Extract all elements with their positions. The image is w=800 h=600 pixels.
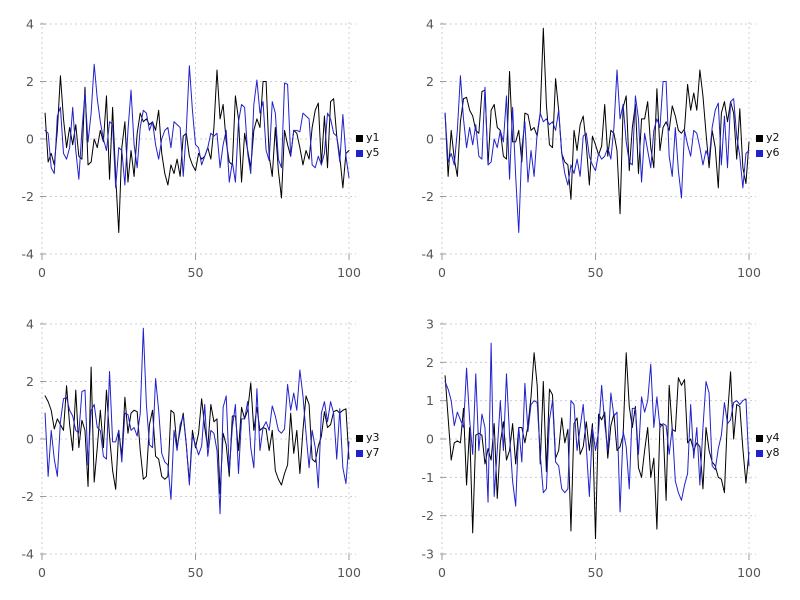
y-axis-tick-label: 0 — [26, 132, 34, 147]
x-axis-tick-label: 50 — [188, 265, 204, 280]
legend-entry-y4: y4 — [756, 431, 780, 445]
legend-label: y6 — [766, 146, 780, 159]
y-axis-tick-label: 2 — [26, 374, 34, 389]
line-chart-svg: -4 -2 0 2 4 0 50 100 — [22, 317, 361, 581]
chart-legend: y2 y6 — [756, 131, 780, 160]
series-line-y6 — [444, 69, 750, 233]
y-axis-tick-label: 2 — [426, 74, 434, 89]
y-axis-tick-label: 3 — [426, 317, 434, 332]
y-axis-tick-label: 2 — [426, 355, 434, 370]
legend-entry-y1: y1 — [356, 131, 380, 145]
y-axis-tick-label: 0 — [426, 132, 434, 147]
y-axis-tick-label: -2 — [22, 489, 34, 504]
chart-cell-top-right: -4 -2 0 2 4 0 50 100 y2 y6 — [400, 0, 800, 300]
y-axis-tick-label: -2 — [422, 189, 434, 204]
series-line-y5 — [44, 63, 350, 189]
legend-entry-y6: y6 — [756, 146, 780, 160]
y-axis-tick-label: -2 — [22, 189, 34, 204]
legend-label: y8 — [766, 446, 780, 459]
chart-legend: y1 y5 — [356, 131, 380, 160]
y-axis-tick-label: -4 — [22, 247, 35, 262]
line-chart-svg: -3 -2 -1 0 1 2 3 0 50 100 — [422, 317, 761, 581]
legend-swatch-y1 — [356, 134, 363, 142]
legend-label: y2 — [766, 131, 780, 144]
x-axis-tick-label: 0 — [38, 265, 46, 280]
legend-label: y7 — [366, 446, 380, 459]
chart-cell-bottom-right: -3 -2 -1 0 1 2 3 0 50 100 y4 y8 — [400, 300, 800, 600]
legend-swatch-y2 — [756, 134, 763, 142]
legend-swatch-y8 — [756, 449, 763, 457]
y-axis-tick-label: 4 — [26, 17, 34, 32]
y-axis-tick-label: -4 — [422, 247, 435, 262]
legend-label: y3 — [366, 431, 380, 444]
chart-cell-bottom-left: -4 -2 0 2 4 0 50 100 y3 y7 — [0, 300, 400, 600]
y-axis-tick-label: 4 — [426, 17, 434, 32]
y-axis-tick-label: -1 — [422, 470, 434, 485]
x-axis-tick-label: 50 — [588, 265, 604, 280]
x-axis-tick-label: 50 — [188, 565, 204, 580]
line-chart-svg: -4 -2 0 2 4 0 50 100 — [22, 17, 361, 281]
x-axis-tick-label: 0 — [438, 265, 446, 280]
line-chart-svg: -4 -2 0 2 4 0 50 100 — [422, 17, 761, 281]
series-line-y4 — [444, 352, 750, 540]
legend-swatch-y3 — [356, 434, 363, 442]
series-line-y2 — [444, 27, 750, 215]
legend-entry-y3: y3 — [356, 431, 380, 445]
series-line-y1 — [44, 69, 350, 233]
chart-legend: y4 y8 — [756, 431, 780, 460]
legend-label: y1 — [366, 131, 380, 144]
x-axis-tick-label: 100 — [737, 565, 761, 580]
y-axis-tick-label: -4 — [22, 547, 35, 562]
series-line-y7 — [44, 327, 350, 515]
legend-entry-y5: y5 — [356, 146, 380, 160]
y-axis-tick-label: 4 — [26, 317, 34, 332]
legend-entry-y7: y7 — [356, 446, 380, 460]
chart-legend: y3 y7 — [356, 431, 380, 460]
x-axis-tick-label: 100 — [337, 265, 361, 280]
legend-entry-y2: y2 — [756, 131, 780, 145]
x-axis-tick-label: 0 — [38, 565, 46, 580]
legend-swatch-y5 — [356, 149, 363, 157]
chart-cell-top-left: -4 -2 0 2 4 0 50 100 y1 y5 — [0, 0, 400, 300]
y-axis-tick-label: 0 — [26, 432, 34, 447]
legend-label: y4 — [766, 431, 780, 444]
legend-swatch-y4 — [756, 434, 763, 442]
y-axis-tick-label: 1 — [426, 393, 434, 408]
x-axis-tick-label: 0 — [438, 565, 446, 580]
y-axis-tick-label: -3 — [422, 547, 434, 562]
x-axis-tick-label: 50 — [588, 565, 604, 580]
series-line-y3 — [44, 366, 350, 495]
y-axis-tick-label: -2 — [422, 508, 434, 523]
y-axis-tick-label: 0 — [426, 432, 434, 447]
legend-swatch-y6 — [756, 149, 763, 157]
series-line-y8 — [444, 342, 750, 513]
legend-swatch-y7 — [356, 449, 363, 457]
legend-entry-y8: y8 — [756, 446, 780, 460]
y-axis-tick-label: 2 — [26, 74, 34, 89]
x-axis-tick-label: 100 — [337, 565, 361, 580]
x-axis-tick-label: 100 — [737, 265, 761, 280]
legend-label: y5 — [366, 146, 380, 159]
